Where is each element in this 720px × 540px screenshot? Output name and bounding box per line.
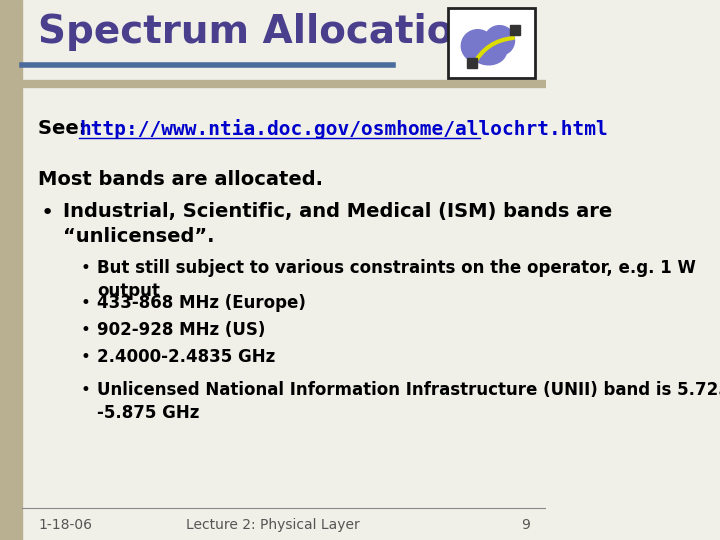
Text: •: • bbox=[81, 381, 91, 399]
Text: •: • bbox=[81, 259, 91, 277]
Text: See:: See: bbox=[38, 119, 94, 138]
Text: 902-928 MHz (US): 902-928 MHz (US) bbox=[97, 321, 266, 339]
Ellipse shape bbox=[462, 30, 494, 62]
Text: 433-868 MHz (Europe): 433-868 MHz (Europe) bbox=[97, 294, 306, 312]
Text: Lecture 2: Physical Layer: Lecture 2: Physical Layer bbox=[186, 518, 360, 532]
Text: •: • bbox=[81, 321, 91, 339]
Text: But still subject to various constraints on the operator, e.g. 1 W
output: But still subject to various constraints… bbox=[97, 259, 696, 300]
Text: 2.4000-2.4835 GHz: 2.4000-2.4835 GHz bbox=[97, 348, 276, 366]
Text: 1-18-06: 1-18-06 bbox=[38, 518, 92, 532]
FancyBboxPatch shape bbox=[448, 8, 535, 78]
Text: Industrial, Scientific, and Medical (ISM) bands are
“unlicensed”.: Industrial, Scientific, and Medical (ISM… bbox=[63, 202, 612, 246]
Bar bbox=[467, 58, 477, 68]
Text: Spectrum Allocation: Spectrum Allocation bbox=[38, 14, 481, 51]
Text: http://www.ntia.doc.gov/osmhome/allochrt.html: http://www.ntia.doc.gov/osmhome/allochrt… bbox=[79, 119, 608, 139]
Text: •: • bbox=[81, 294, 91, 312]
Text: 9: 9 bbox=[521, 518, 529, 532]
Text: •: • bbox=[81, 348, 91, 366]
Bar bbox=[510, 25, 521, 35]
Text: Unlicensed National Information Infrastructure (UNII) band is 5.725
-5.875 GHz: Unlicensed National Information Infrastr… bbox=[97, 381, 720, 422]
Text: •: • bbox=[41, 202, 54, 222]
Text: Most bands are allocated.: Most bands are allocated. bbox=[38, 170, 323, 189]
Ellipse shape bbox=[471, 38, 506, 65]
Bar bbox=[0, 0, 22, 540]
Ellipse shape bbox=[485, 25, 515, 56]
